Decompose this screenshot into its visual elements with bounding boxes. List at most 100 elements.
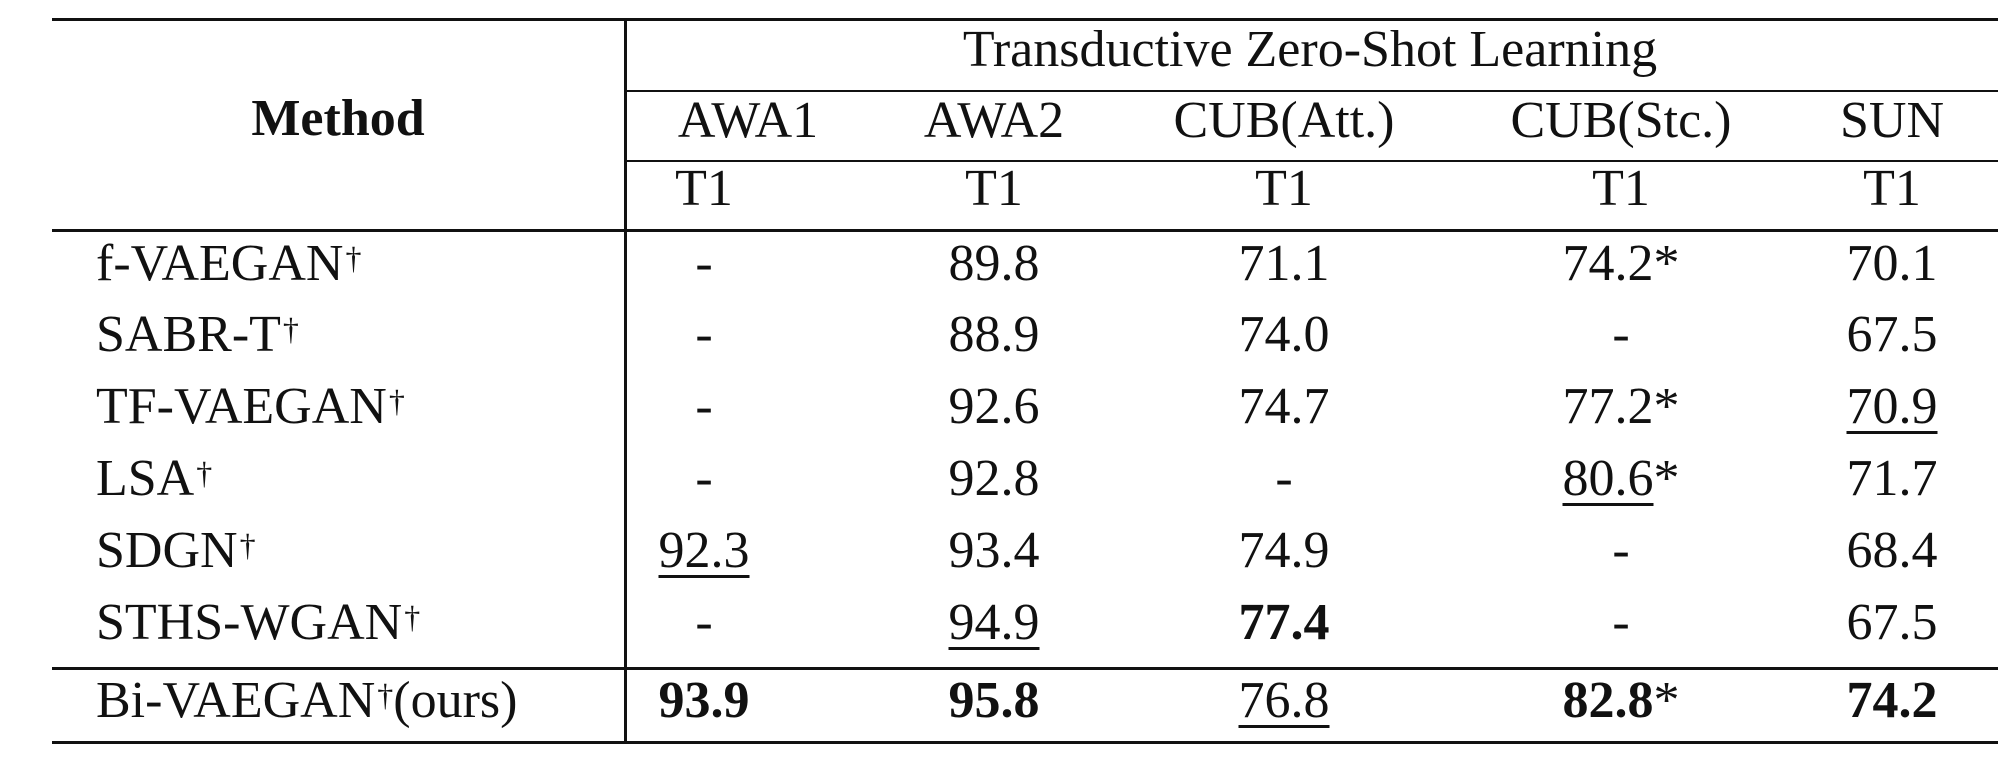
result-value: 76.8 bbox=[1238, 672, 1330, 729]
metric-header-sun: T1 bbox=[1863, 160, 1921, 217]
result-cell-cub-att: - bbox=[1275, 449, 1292, 509]
result-cell-sun: 68.4 bbox=[1847, 521, 1938, 581]
result-cell-awa2: 89.8 bbox=[949, 234, 1040, 294]
result-cell-cub-att: 76.8 bbox=[1239, 671, 1330, 731]
result-cell-sun: 70.1 bbox=[1847, 234, 1938, 294]
result-value: - bbox=[1275, 450, 1293, 507]
result-cell-cub-stc: - bbox=[1612, 305, 1629, 365]
dataset-header-sun: SUN bbox=[1839, 92, 1945, 149]
method-label: LSA bbox=[96, 450, 195, 507]
result-cell-awa1: 92.3 bbox=[659, 521, 750, 581]
result-cell-cub-att: 74.7 bbox=[1239, 377, 1330, 437]
result-value: - bbox=[695, 594, 713, 651]
result-value: 70.9 bbox=[1846, 378, 1938, 435]
result-value: 77.2 bbox=[1562, 378, 1654, 435]
result-cell-awa1: - bbox=[695, 305, 712, 365]
method-name: LSA† bbox=[96, 449, 212, 509]
method-name: SDGN† bbox=[96, 521, 256, 581]
asterisk-mark: * bbox=[1653, 672, 1680, 729]
dataset-header-awa2: AWA2 bbox=[923, 92, 1065, 149]
group-header: Transductive Zero-Shot Learning bbox=[962, 21, 1658, 78]
dagger-mark: † bbox=[345, 240, 362, 276]
method-header: Method bbox=[251, 90, 425, 147]
dagger-mark: † bbox=[239, 527, 256, 563]
result-cell-awa2: 92.6 bbox=[949, 377, 1040, 437]
dataset-rule bbox=[627, 160, 1998, 162]
result-value: 74.7 bbox=[1238, 378, 1330, 435]
result-cell-sun: 74.2 bbox=[1847, 671, 1938, 731]
method-label: SDGN bbox=[96, 522, 238, 579]
metric-header-awa1: T1 bbox=[675, 160, 733, 217]
top-rule bbox=[52, 18, 1998, 21]
method-label: STHS-WGAN bbox=[96, 594, 403, 651]
result-cell-cub-stc: - bbox=[1612, 593, 1629, 653]
result-value: 71.1 bbox=[1238, 235, 1330, 292]
result-cell-awa2: 92.8 bbox=[949, 449, 1040, 509]
method-suffix: (ours) bbox=[393, 672, 518, 729]
result-value: - bbox=[1612, 522, 1630, 579]
dataset-header-cub-stc: CUB(Stc.) bbox=[1510, 92, 1732, 149]
metric-header-cub-att: T1 bbox=[1255, 160, 1313, 217]
metric-header-cub-stc: T1 bbox=[1592, 160, 1650, 217]
result-value: 89.8 bbox=[948, 235, 1040, 292]
result-cell-sun: 67.5 bbox=[1847, 593, 1938, 653]
method-label: Bi-VAEGAN bbox=[96, 672, 376, 729]
result-value: 74.2 bbox=[1562, 235, 1654, 292]
result-cell-awa2: 93.4 bbox=[949, 521, 1040, 581]
result-value: 67.5 bbox=[1846, 594, 1938, 651]
result-value: 88.9 bbox=[948, 306, 1040, 363]
result-value: 94.9 bbox=[948, 594, 1040, 651]
result-cell-awa1: - bbox=[695, 593, 712, 653]
result-cell-awa1: 93.9 bbox=[659, 671, 750, 731]
result-value: 92.8 bbox=[948, 450, 1040, 507]
result-value: 95.8 bbox=[948, 672, 1040, 729]
result-value: 92.3 bbox=[658, 522, 750, 579]
dataset-header-cub-att: CUB(Att.) bbox=[1173, 92, 1395, 149]
result-value: 93.9 bbox=[658, 672, 750, 729]
method-name: SABR-T† bbox=[96, 305, 299, 365]
result-value: 70.1 bbox=[1846, 235, 1938, 292]
metric-header-awa2: T1 bbox=[965, 160, 1023, 217]
result-value: - bbox=[695, 378, 713, 435]
asterisk-mark: * bbox=[1653, 378, 1680, 435]
result-value: 67.5 bbox=[1846, 306, 1938, 363]
result-cell-awa2: 95.8 bbox=[949, 671, 1040, 731]
method-divider bbox=[624, 18, 627, 744]
result-value: 74.2 bbox=[1846, 672, 1938, 729]
result-cell-sun: 67.5 bbox=[1847, 305, 1938, 365]
result-cell-cub-stc: 82.8* bbox=[1563, 671, 1680, 731]
result-value: - bbox=[1612, 306, 1630, 363]
result-cell-cub-stc: 74.2* bbox=[1563, 234, 1680, 294]
result-cell-awa1: - bbox=[695, 449, 712, 509]
dataset-header-awa1: AWA1 bbox=[677, 92, 819, 149]
result-cell-awa2: 88.9 bbox=[949, 305, 1040, 365]
result-value: 92.6 bbox=[948, 378, 1040, 435]
result-value: 93.4 bbox=[948, 522, 1040, 579]
result-cell-cub-att: 71.1 bbox=[1239, 234, 1330, 294]
dagger-mark: † bbox=[388, 383, 405, 419]
method-name: f-VAEGAN† bbox=[96, 234, 361, 294]
asterisk-mark: * bbox=[1653, 235, 1680, 292]
result-value: 71.7 bbox=[1846, 450, 1938, 507]
header-rule bbox=[52, 229, 1998, 232]
result-cell-awa2: 94.9 bbox=[949, 593, 1040, 653]
result-cell-awa1: - bbox=[695, 234, 712, 294]
bottom-rule bbox=[52, 741, 1998, 744]
result-value: - bbox=[1612, 594, 1630, 651]
method-label: TF-VAEGAN bbox=[96, 378, 387, 435]
result-value: 74.9 bbox=[1238, 522, 1330, 579]
dagger-mark: † bbox=[377, 677, 394, 713]
result-cell-cub-stc: - bbox=[1612, 521, 1629, 581]
dagger-mark: † bbox=[282, 311, 299, 347]
method-label: SABR-T bbox=[96, 306, 281, 363]
dagger-mark: † bbox=[404, 599, 421, 635]
result-cell-cub-stc: 80.6* bbox=[1563, 449, 1680, 509]
result-value: 68.4 bbox=[1846, 522, 1938, 579]
result-value: 80.6 bbox=[1562, 450, 1654, 507]
ours-rule bbox=[52, 667, 1998, 670]
method-name: Bi-VAEGAN†(ours) bbox=[96, 671, 517, 731]
result-cell-cub-att: 74.0 bbox=[1239, 305, 1330, 365]
method-name: TF-VAEGAN† bbox=[96, 377, 405, 437]
result-cell-sun: 71.7 bbox=[1847, 449, 1938, 509]
dagger-mark: † bbox=[196, 455, 213, 491]
